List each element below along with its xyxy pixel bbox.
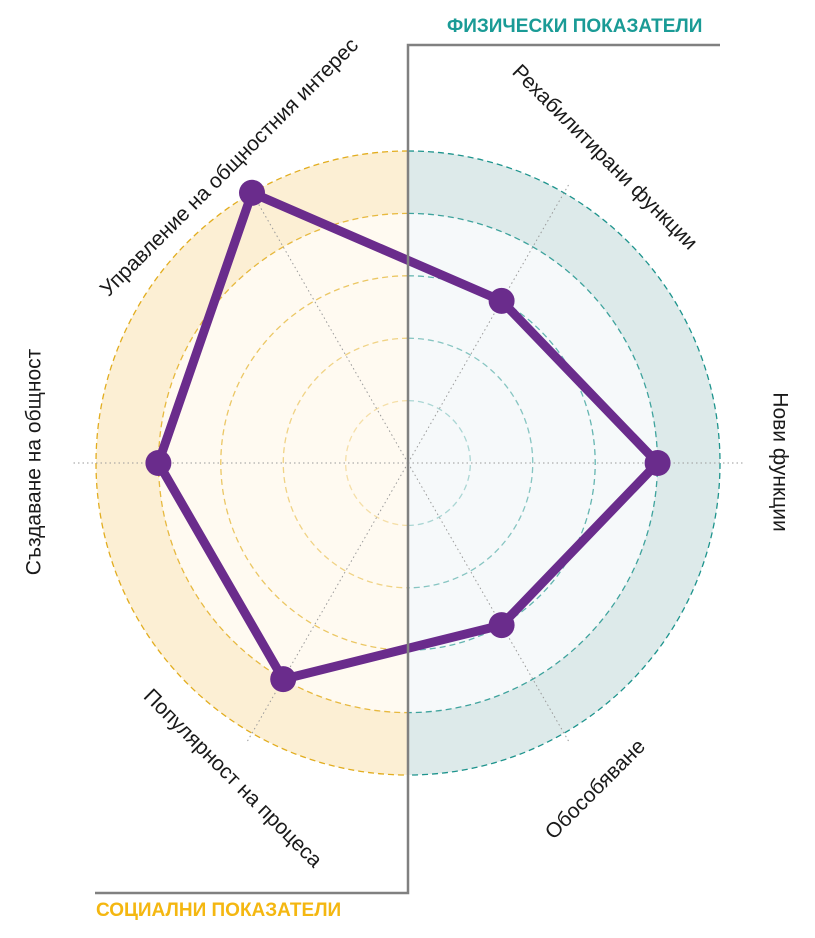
group-divider <box>95 43 720 895</box>
axis-label-3: Обособяване <box>541 735 650 844</box>
spoke-4 <box>245 462 409 744</box>
axis-label-2: Нови функции <box>768 392 791 531</box>
data-point-2 <box>644 450 671 476</box>
social-ring <box>220 275 409 651</box>
divider-bottom <box>95 463 410 895</box>
social-group-title: СОЦИАЛНИ ПОКАЗАТЕЛИ <box>96 900 341 921</box>
social-ring <box>282 337 409 589</box>
spoke-3 <box>407 462 571 744</box>
axis-label-5: Създаване на общност <box>23 348 46 575</box>
data-point-1 <box>488 287 515 314</box>
spoke-1 <box>407 182 571 464</box>
divider-top <box>406 43 720 463</box>
group-titles-layer: ФИЗИЧЕСКИ ПОКАЗАТЕЛИ СОЦИАЛНИ ПОКАЗАТЕЛИ <box>96 16 702 921</box>
physical-group-title: ФИЗИЧЕСКИ ПОКАЗАТЕЛИ <box>447 16 702 37</box>
physical-ring <box>407 337 534 589</box>
spoke-6 <box>245 182 409 464</box>
data-point-3 <box>488 612 515 639</box>
physical-ring <box>407 150 721 776</box>
spokes-layer <box>72 182 744 744</box>
data-point-6 <box>239 179 265 206</box>
series-layer <box>145 179 671 693</box>
data-point-4 <box>270 666 297 693</box>
data-point-5 <box>145 450 172 476</box>
